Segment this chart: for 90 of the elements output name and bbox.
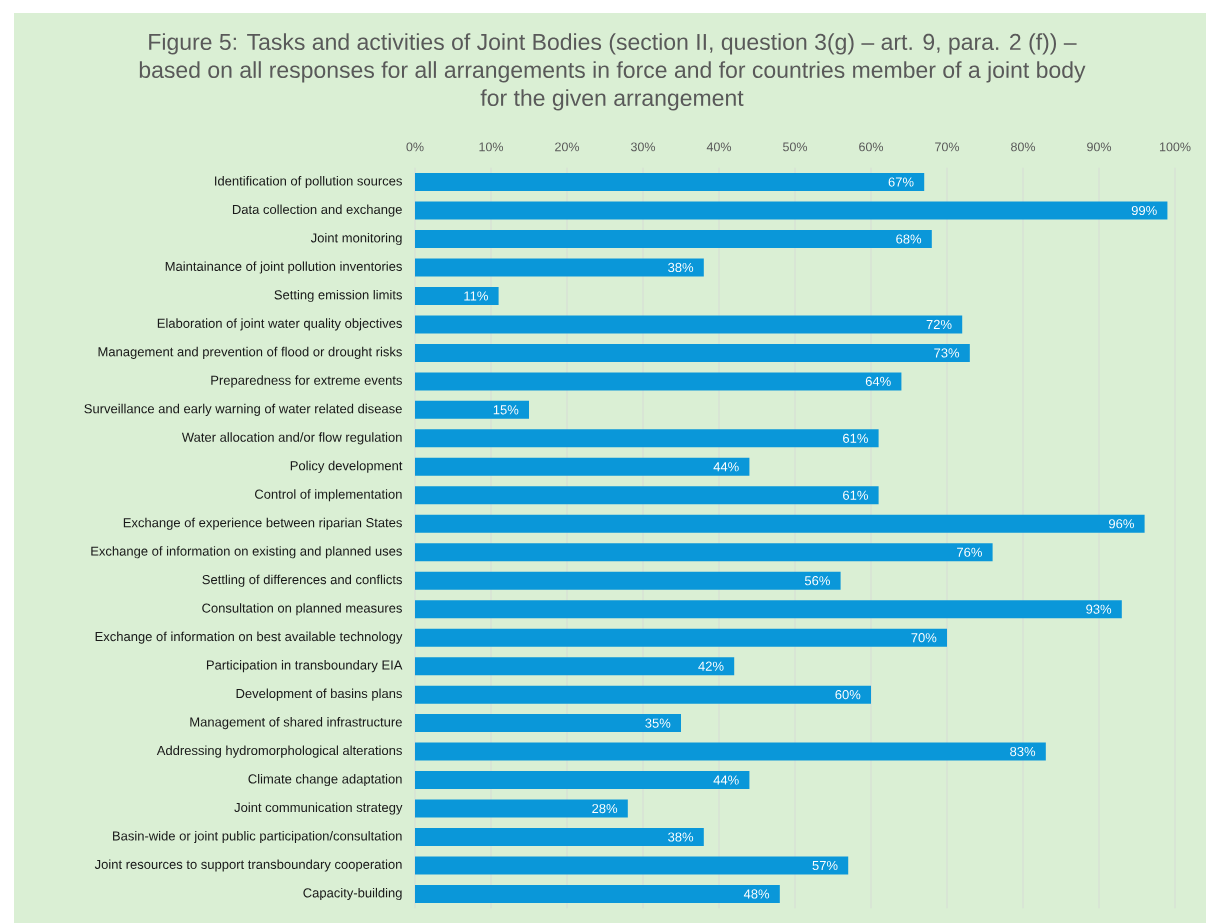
x-tick-label: 50% — [783, 142, 808, 152]
data-label: 42% — [698, 661, 724, 671]
y-tick-label: Basin-wide or joint public participation/consultation — [113, 830, 402, 844]
bar — [415, 799, 628, 818]
x-tick-label: 100% — [1159, 142, 1191, 152]
y-tick-label: Preparedness for extreme events — [211, 375, 402, 388]
data-label: 70% — [911, 633, 937, 643]
data-label: 15% — [493, 405, 519, 415]
data-label: 73% — [934, 348, 960, 358]
y-tick-label: Capacity-building — [303, 887, 402, 901]
data-label: 38% — [668, 262, 694, 273]
data-label: 96% — [1109, 519, 1134, 529]
data-label: 38% — [668, 832, 694, 842]
bar — [415, 685, 872, 704]
data-label: 35% — [645, 718, 671, 728]
y-tick-label: Elaboration of joint water quality objectives — [157, 318, 402, 331]
data-label: 83% — [1010, 746, 1036, 757]
y-tick-label: Management and prevention of flood or drought risks — [98, 346, 402, 359]
y-tick-label: Policy development — [290, 460, 403, 473]
y-tick-label: Joint communication strategy — [234, 802, 403, 815]
data-label: 28% — [592, 803, 618, 814]
y-tick-label: Control of implementation — [255, 489, 402, 502]
data-label: 72% — [926, 319, 952, 329]
data-label: 64% — [865, 376, 891, 386]
bar — [415, 714, 682, 733]
y-tick-label: Surveillance and early warning of water related disease — [84, 403, 402, 416]
bar — [415, 628, 948, 647]
data-label: 76% — [957, 547, 982, 557]
bar — [415, 315, 963, 334]
x-tick-label: 80% — [1011, 142, 1036, 152]
y-tick-label: Development of basins plans — [236, 688, 402, 701]
data-label: 61% — [843, 490, 868, 500]
data-label: 67% — [888, 177, 914, 187]
bar — [415, 771, 750, 790]
y-tick-label: Exchange of information on existing and planned uses — [91, 546, 402, 559]
bar — [415, 400, 530, 419]
bar — [415, 429, 879, 448]
y-tick-label: Climate change adaptation — [248, 774, 402, 787]
y-tick-label: Water allocation and/or flow regulation — [181, 432, 402, 445]
y-tick-label: Maintainance of joint pollution inventories — [165, 261, 402, 274]
y-tick-label: Setting emission limits — [274, 289, 402, 303]
y-tick-label: Participation in transboundary EIA — [206, 660, 403, 673]
x-tick-label: 40% — [706, 142, 732, 152]
bar — [415, 543, 993, 562]
bar — [415, 173, 925, 192]
x-tick-label: 30% — [630, 142, 656, 152]
data-label: 68% — [896, 234, 922, 244]
bar — [415, 514, 1145, 533]
y-tick-label: Exchange of experience between riparian States — [123, 517, 402, 530]
bar — [415, 486, 879, 505]
data-label: 57% — [812, 860, 838, 871]
bar — [415, 343, 970, 362]
bar — [415, 258, 704, 277]
y-tick-label: Addressing hydromorphological alterations — [156, 745, 402, 758]
data-label: 93% — [1086, 604, 1112, 614]
bar — [415, 884, 780, 903]
y-tick-label: Data collection and exchange — [232, 204, 402, 217]
y-tick-label: Management of shared infrastructure — [190, 717, 402, 730]
data-label: 56% — [804, 576, 830, 586]
data-label: 60% — [835, 690, 861, 700]
data-label: 48% — [743, 889, 770, 899]
y-tick-label: Identification of pollution sources — [215, 175, 402, 189]
bar — [415, 571, 841, 590]
data-label: 44% — [713, 775, 739, 785]
bar — [415, 201, 1168, 220]
chart-title: Figure 5: Tasks and activities of Joint Bodies (section II, question 3(g) – art. 9, para. 2 (f)) – based on all responses for all arrangements in force and for countries member of a joint body for the given arrangement — [139, 33, 1086, 111]
x-tick-label: 60% — [859, 142, 884, 152]
x-tick-label: 0% — [406, 142, 424, 152]
data-label: 11% — [464, 291, 488, 301]
bar — [415, 856, 849, 875]
y-tick-label: Consultation on planned measures — [202, 603, 402, 616]
x-tick-label: 20% — [555, 142, 580, 152]
bar — [415, 457, 750, 476]
bar — [415, 657, 735, 676]
data-label: 99% — [1131, 205, 1157, 216]
bar — [415, 828, 704, 847]
data-label: 44% — [713, 462, 739, 472]
bar — [415, 372, 902, 391]
x-tick-label: 90% — [1087, 142, 1112, 152]
x-tick-label: 70% — [935, 142, 960, 152]
y-tick-label: Joint monitoring — [310, 232, 402, 246]
x-tick-label: 10% — [479, 142, 504, 152]
y-tick-label: Exchange of information on best available technology — [95, 631, 403, 644]
bar — [415, 229, 932, 248]
bar — [415, 742, 1046, 761]
y-tick-label: Joint resources to support transboundary cooperation — [94, 859, 402, 872]
bar — [415, 286, 499, 305]
bar — [415, 600, 1122, 619]
y-tick-label: Settling of differences and conflicts — [202, 574, 402, 587]
data-label: 61% — [843, 433, 868, 443]
